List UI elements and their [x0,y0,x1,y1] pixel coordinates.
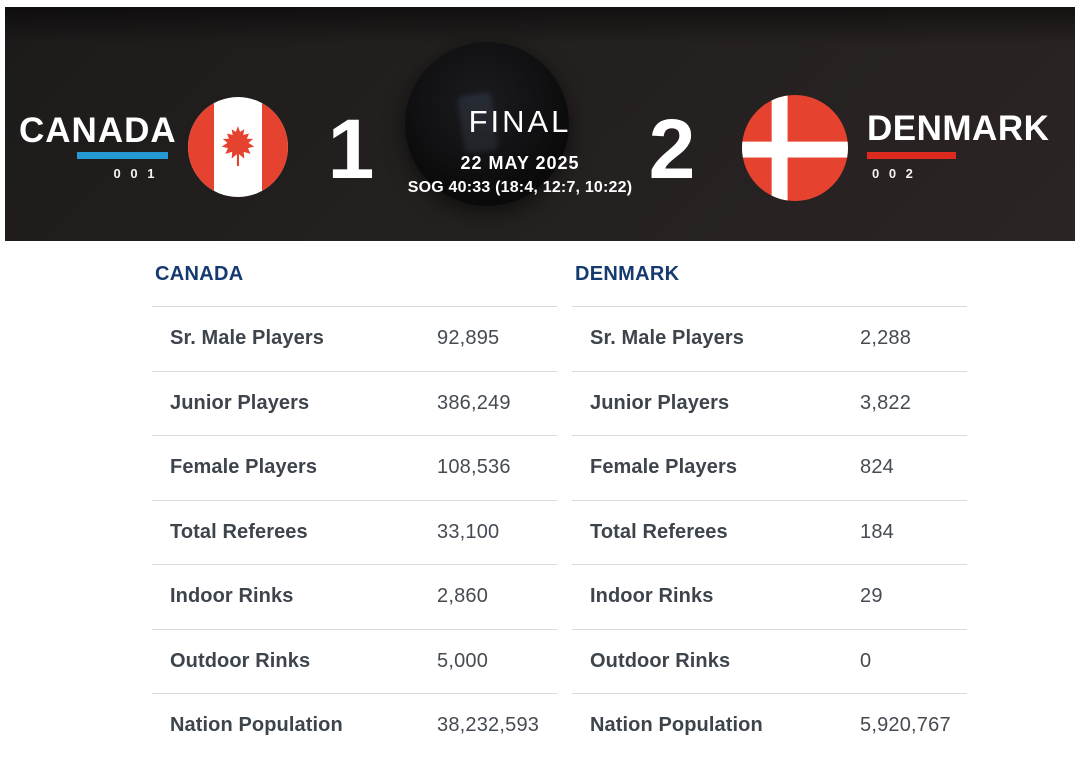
table-row: Junior Players 386,249 [152,372,557,436]
table-row: Outdoor Rinks 5,000 [152,630,557,694]
table-row: Junior Players 3,822 [572,372,967,436]
stat-value: 2,288 [860,327,912,350]
away-team-name: DENMARK [867,109,1050,148]
table-row: Nation Population 5,920,767 [572,694,967,758]
stat-label: Total Referees [170,520,308,543]
denmark-flag-icon [742,95,848,201]
away-team-accent-bar [867,152,956,159]
home-team-score: 1 [327,102,375,196]
table-row: Sr. Male Players 2,288 [572,307,967,372]
canada-stats-table: CANADA Sr. Male Players 92,895 Junior Pl… [152,259,557,758]
stat-value: 824 [860,456,894,479]
stat-label: Sr. Male Players [590,327,744,350]
stat-value: 108,536 [437,456,511,479]
stat-value: 386,249 [437,391,511,414]
game-status: FINAL [468,104,572,139]
stat-label: Outdoor Rinks [170,649,311,672]
table-row: Female Players 108,536 [152,436,557,501]
stat-value: 92,895 [437,327,500,350]
stat-label: Sr. Male Players [170,327,324,350]
denmark-stats-table: DENMARK Sr. Male Players 2,288 Junior Pl… [572,259,967,758]
table-row: Outdoor Rinks 0 [572,630,967,694]
stat-label: Indoor Rinks [170,585,294,608]
stat-label: Outdoor Rinks [590,649,731,672]
stat-label: Junior Players [590,391,730,414]
table-row: Total Referees 33,100 [152,501,557,565]
away-team-score: 2 [648,102,696,196]
stat-label: Female Players [590,456,738,479]
stat-value: 3,822 [860,391,912,414]
hockey-puck-image [405,42,569,206]
home-team-period-scores: 0 0 1 [113,166,158,181]
stat-label: Nation Population [590,714,763,737]
home-team-name: CANADA [19,111,177,150]
game-info-block: FINAL 22 MAY 2025 SOG 40:33 (18:4, 12:7,… [370,104,670,196]
stat-value: 38,232,593 [437,714,540,737]
table-row: Nation Population 38,232,593 [152,694,557,758]
stat-value: 2,860 [437,585,489,608]
canada-stats-title: CANADA [152,259,557,307]
home-team-accent-bar [77,152,168,159]
table-row: Sr. Male Players 92,895 [152,307,557,372]
stat-value: 29 [860,585,883,608]
canada-flag-icon [188,97,288,197]
table-row: Indoor Rinks 2,860 [152,565,557,630]
scoreboard-header: CANADA 0 0 1 1 FINAL 22 MAY 2025 SOG 40:… [5,7,1075,241]
stat-value: 5,000 [437,649,489,672]
table-row: Total Referees 184 [572,501,967,565]
stat-value: 33,100 [437,520,500,543]
stat-value: 184 [860,520,894,543]
stat-value: 5,920,767 [860,714,951,737]
stat-label: Total Referees [590,520,728,543]
stat-value: 0 [860,649,872,672]
stat-label: Indoor Rinks [590,585,714,608]
stat-label: Female Players [170,456,318,479]
away-team-period-scores: 0 0 2 [872,166,916,181]
table-row: Indoor Rinks 29 [572,565,967,630]
denmark-stats-title: DENMARK [572,259,967,307]
stat-label: Junior Players [170,391,310,414]
shots-on-goal: SOG 40:33 (18:4, 12:7, 10:22) [407,179,633,196]
game-date: 22 MAY 2025 [460,153,580,173]
stat-label: Nation Population [170,714,343,737]
table-row: Female Players 824 [572,436,967,501]
